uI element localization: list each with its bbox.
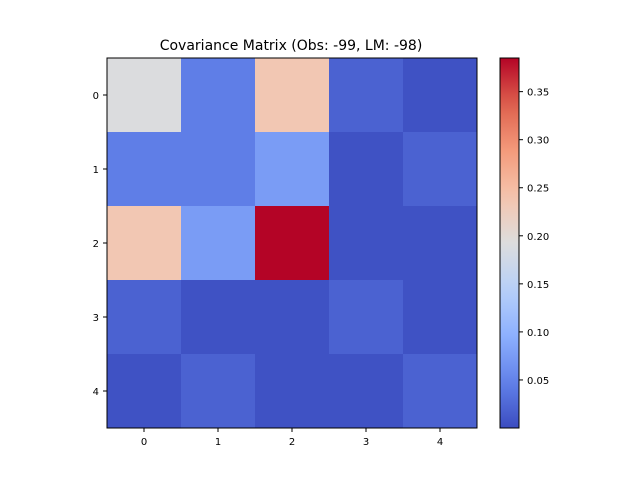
heatmap-cell — [255, 280, 330, 355]
heatmap-cell — [107, 206, 182, 281]
heatmap-cell — [181, 354, 256, 429]
heatmap-cell — [255, 132, 330, 207]
x-tick-label: 0 — [141, 437, 147, 448]
heatmap-cell — [403, 354, 478, 429]
colorbar-tick-label: 0.30 — [527, 136, 549, 147]
heatmap-cell — [329, 206, 404, 281]
heatmap-cell — [181, 132, 256, 207]
y-tick-label: 3 — [93, 313, 99, 324]
heatmap-cell — [107, 132, 182, 207]
colorbar-tick-label: 0.10 — [527, 328, 549, 339]
y-tick-label: 4 — [93, 387, 99, 398]
heatmap-cell — [329, 280, 404, 355]
heatmap-cell — [329, 354, 404, 429]
heatmap-cell — [181, 280, 256, 355]
colorbar-tick-label: 0.35 — [527, 88, 549, 99]
heatmap-cell — [181, 58, 256, 133]
heatmap-cell — [107, 58, 182, 133]
chart-title: Covariance Matrix (Obs: -99, LM: -98) — [160, 38, 423, 54]
heatmap-cell — [403, 206, 478, 281]
heatmap-cell — [107, 280, 182, 355]
heatmap-cell — [329, 132, 404, 207]
heatmap-cells — [107, 58, 478, 429]
y-tick-label: 2 — [93, 239, 99, 250]
colorbar-tick-label: 0.20 — [527, 232, 549, 243]
x-tick-label: 4 — [437, 437, 443, 448]
y-tick-label: 0 — [93, 91, 99, 102]
heatmap-cell — [255, 206, 330, 281]
heatmap-cell — [107, 354, 182, 429]
heatmap-cell — [255, 58, 330, 133]
colorbar — [499, 57, 520, 429]
heatmap-cell — [403, 280, 478, 355]
colorbar-axis: 0.05 0.10 0.15 0.20 0.25 0.30 0.35 — [519, 88, 549, 387]
heatmap-cell — [181, 206, 256, 281]
heatmap-cell — [403, 58, 478, 133]
x-tick-label: 2 — [289, 437, 295, 448]
colorbar-tick-label: 0.25 — [527, 184, 549, 195]
y-tick-label: 1 — [93, 165, 99, 176]
x-tick-label: 1 — [215, 437, 221, 448]
colorbar-tick-label: 0.05 — [527, 376, 549, 387]
x-tick-label: 3 — [363, 437, 369, 448]
y-axis: 0 1 2 3 4 — [93, 91, 107, 398]
heatmap-cell — [329, 58, 404, 133]
colorbar-tick-label: 0.15 — [527, 280, 549, 291]
heatmap-cell — [255, 354, 330, 429]
x-axis: 0 1 2 3 4 — [141, 428, 443, 448]
heatmap-cell — [403, 132, 478, 207]
